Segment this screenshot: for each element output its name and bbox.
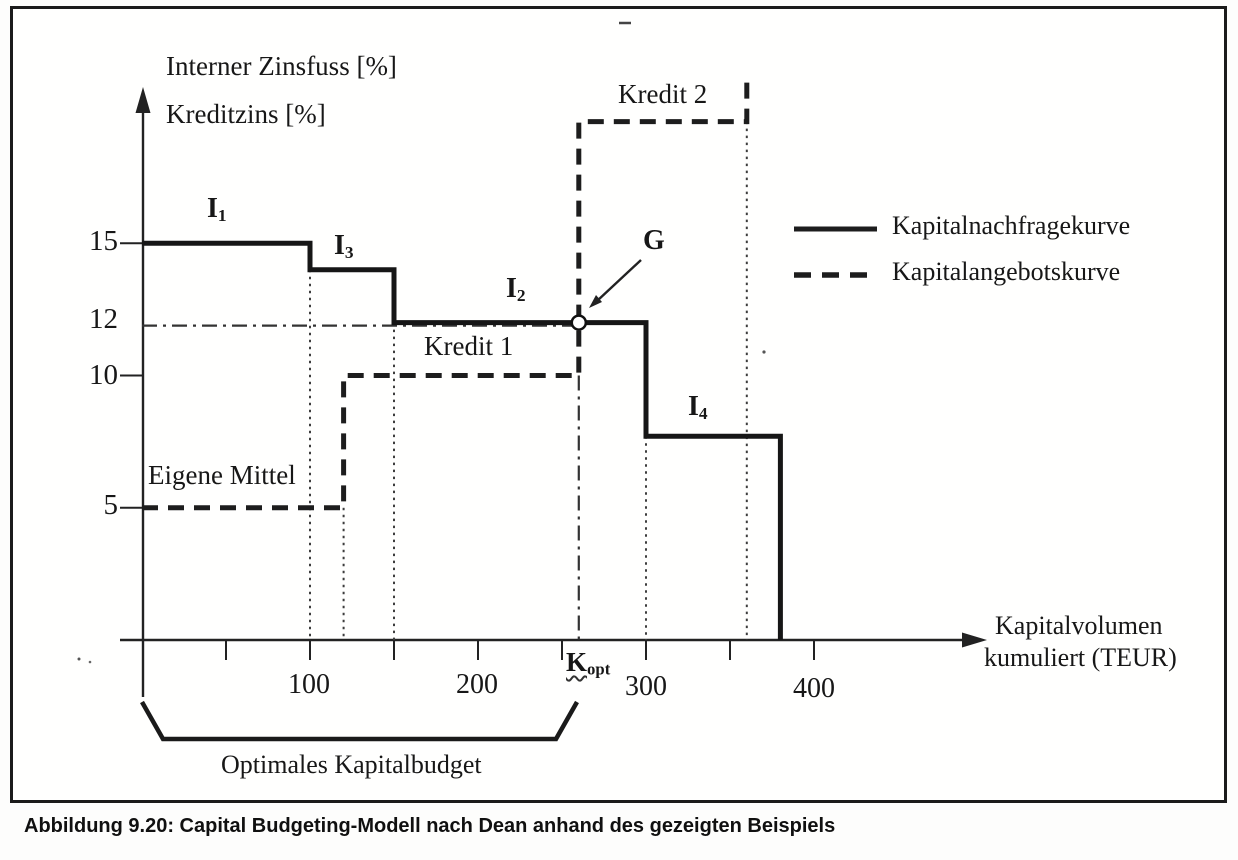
y-axis-title-line2: Kreditzins [%] <box>166 99 326 129</box>
y-tick-label-5: 5 <box>103 489 119 521</box>
segment-label-I2-main: I <box>506 273 517 304</box>
segment-label-I4-sub: 4 <box>698 403 708 423</box>
segment-label-eigene-mittel: Eigene Mittel <box>148 460 296 490</box>
legend-label-demand: Kapitalnachfragekurve <box>892 211 1131 240</box>
k-opt-label: Kopt <box>566 647 611 679</box>
k-opt-label-main: K <box>566 647 588 677</box>
segment-label-I2: I2 <box>506 273 526 306</box>
x-tick-label-100: 100 <box>288 669 330 700</box>
y-axis-title-line1: Interner Zinsfuss [%] <box>166 51 397 81</box>
segment-label-I1: I1 <box>207 193 227 226</box>
y-tick-label-15: 15 <box>89 225 118 257</box>
y-tick-label-12: 12 <box>89 303 118 335</box>
x-tick-label-300: 300 <box>625 671 667 702</box>
k-opt-label-sub: opt <box>587 659 611 679</box>
segment-label-I1-main: I <box>207 193 218 224</box>
g-point-label: G <box>643 225 665 256</box>
segment-label-I4-main: I <box>688 391 699 422</box>
segment-label-I3-sub: 3 <box>344 242 354 262</box>
figure-caption: Abbildung 9.20: Capital Budgeting-Modell… <box>24 815 836 837</box>
x-axis-title-line1: Kapitalvolumen <box>995 611 1163 640</box>
segment-label-I3: I3 <box>334 230 354 263</box>
segment-label-I4: I4 <box>688 391 708 424</box>
y-tick-label-10: 10 <box>89 359 118 391</box>
bracket-label: Optimales Kapitalbudget <box>221 750 482 779</box>
segment-label-I3-main: I <box>334 230 345 261</box>
segment-label-kredit-1: Kredit 1 <box>424 331 514 361</box>
x-axis-title-line2: kumuliert (TEUR) <box>984 643 1177 672</box>
x-tick-label-400: 400 <box>793 673 835 704</box>
x-tick-label-200: 200 <box>456 669 498 700</box>
segment-label-kredit-2: Kredit 2 <box>618 79 708 109</box>
segment-label-I2-sub: 2 <box>516 285 526 305</box>
legend-label-supply: Kapitalangebotskurve <box>892 257 1121 286</box>
segment-label-I1-sub: 1 <box>217 205 227 225</box>
